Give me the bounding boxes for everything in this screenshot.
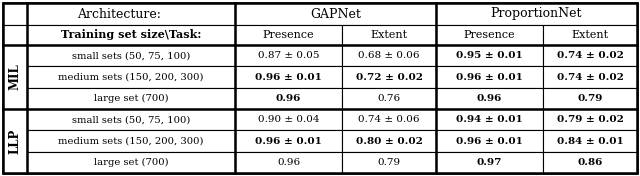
Bar	[436, 66, 543, 88]
Bar	[436, 88, 543, 109]
Bar	[235, 130, 342, 152]
Bar	[342, 45, 436, 66]
Text: LLP: LLP	[8, 128, 22, 154]
Bar	[342, 88, 436, 109]
Bar	[436, 130, 543, 152]
Text: 0.86: 0.86	[577, 158, 603, 167]
Text: 0.96 ± 0.01: 0.96 ± 0.01	[255, 137, 322, 146]
Text: Architecture:: Architecture:	[77, 8, 161, 20]
Text: 0.79 ± 0.02: 0.79 ± 0.02	[557, 115, 623, 124]
Text: Extent: Extent	[371, 30, 408, 40]
Text: 0.95 ± 0.01: 0.95 ± 0.01	[456, 51, 523, 60]
Text: 0.96: 0.96	[277, 158, 300, 167]
Bar	[543, 130, 637, 152]
Bar	[436, 45, 543, 66]
Text: 0.87 ± 0.05: 0.87 ± 0.05	[258, 51, 319, 60]
Bar	[27, 88, 235, 109]
Text: Presence: Presence	[464, 30, 515, 40]
Bar	[543, 66, 637, 88]
Bar	[3, 25, 27, 45]
Bar	[543, 152, 637, 173]
Text: 0.94 ± 0.01: 0.94 ± 0.01	[456, 115, 523, 124]
Bar	[342, 109, 436, 130]
Text: 0.79: 0.79	[378, 158, 401, 167]
Bar	[27, 152, 235, 173]
Text: 0.90 ± 0.04: 0.90 ± 0.04	[258, 115, 319, 124]
Bar	[27, 25, 235, 45]
Bar	[3, 45, 27, 109]
Bar	[342, 25, 436, 45]
Text: GAPNet: GAPNet	[310, 8, 361, 20]
Text: 0.74 ± 0.02: 0.74 ± 0.02	[557, 73, 623, 81]
Bar	[543, 109, 637, 130]
Bar	[342, 66, 436, 88]
Bar	[342, 152, 436, 173]
Text: Training set size\Task:: Training set size\Task:	[61, 30, 201, 40]
Text: 0.97: 0.97	[477, 158, 502, 167]
Text: 0.74 ± 0.06: 0.74 ± 0.06	[358, 115, 420, 124]
Text: 0.80 ± 0.02: 0.80 ± 0.02	[356, 137, 422, 146]
Text: 0.96 ± 0.01: 0.96 ± 0.01	[456, 137, 523, 146]
Bar	[235, 88, 342, 109]
Bar	[543, 25, 637, 45]
Text: 0.68 ± 0.06: 0.68 ± 0.06	[358, 51, 420, 60]
Bar	[27, 109, 235, 130]
Text: 0.96 ± 0.01: 0.96 ± 0.01	[255, 73, 322, 81]
Text: 0.96 ± 0.01: 0.96 ± 0.01	[456, 73, 523, 81]
Bar	[543, 45, 637, 66]
Bar	[342, 130, 436, 152]
Text: large set (700): large set (700)	[93, 158, 168, 167]
Bar	[436, 25, 543, 45]
Text: medium sets (150, 200, 300): medium sets (150, 200, 300)	[58, 73, 204, 81]
Bar	[27, 130, 235, 152]
Text: large set (700): large set (700)	[93, 94, 168, 103]
Bar	[543, 88, 637, 109]
Text: ProportionNet: ProportionNet	[491, 8, 582, 20]
Bar	[436, 109, 543, 130]
Text: 0.96: 0.96	[477, 94, 502, 103]
Text: Extent: Extent	[572, 30, 609, 40]
Bar	[3, 3, 235, 25]
Text: 0.74 ± 0.02: 0.74 ± 0.02	[557, 51, 623, 60]
Bar	[235, 45, 342, 66]
Text: medium sets (150, 200, 300): medium sets (150, 200, 300)	[58, 137, 204, 146]
Text: Presence: Presence	[263, 30, 314, 40]
Bar	[436, 152, 543, 173]
Text: 0.72 ± 0.02: 0.72 ± 0.02	[356, 73, 422, 81]
Text: MIL: MIL	[8, 64, 22, 90]
Bar	[235, 25, 342, 45]
Bar	[235, 109, 342, 130]
Text: 0.84 ± 0.01: 0.84 ± 0.01	[557, 137, 623, 146]
Text: 0.76: 0.76	[378, 94, 401, 103]
Bar	[235, 152, 342, 173]
Text: 0.96: 0.96	[276, 94, 301, 103]
Bar	[27, 66, 235, 88]
Bar	[235, 3, 436, 25]
Bar	[27, 45, 235, 66]
Bar	[235, 66, 342, 88]
Text: small sets (50, 75, 100): small sets (50, 75, 100)	[72, 115, 190, 124]
Text: small sets (50, 75, 100): small sets (50, 75, 100)	[72, 51, 190, 60]
Text: 0.79: 0.79	[577, 94, 603, 103]
Bar	[3, 109, 27, 173]
Bar	[436, 3, 637, 25]
